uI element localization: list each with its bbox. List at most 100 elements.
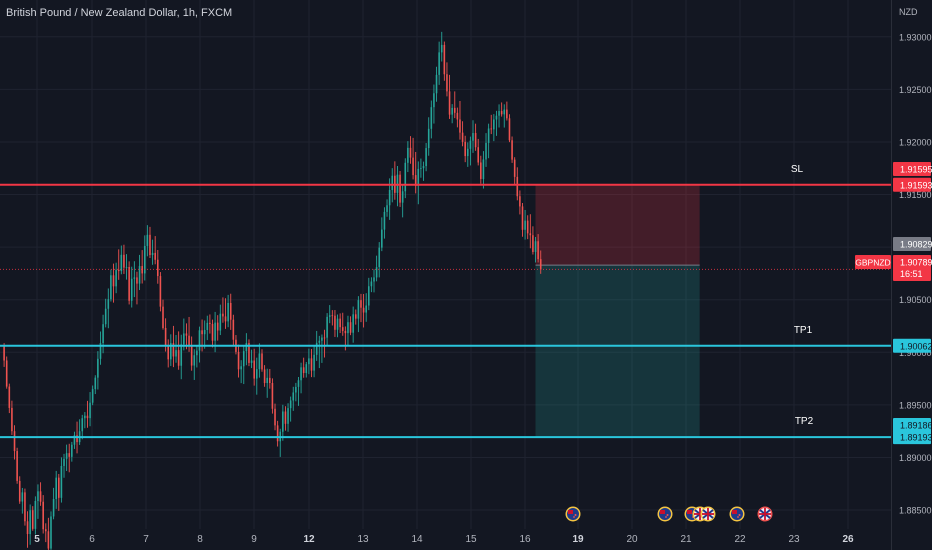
candle [162,299,164,330]
candle-body [237,351,240,370]
candle-body [274,408,276,426]
candle [133,261,136,298]
candle [427,117,430,156]
candle [271,378,274,414]
candle [263,365,266,387]
price-label-value: 1.90062 [900,341,932,351]
candle-body [214,322,216,341]
candle-body [125,267,128,268]
candle [292,386,295,411]
candle-body [276,425,279,442]
candle-body [310,358,313,371]
candle [425,143,427,172]
candle-body [159,276,162,307]
candle-body [295,386,297,393]
candle-body [76,435,78,443]
price-label-value: 1.91593 [900,180,932,190]
candle [459,100,461,140]
candle-body [128,267,130,301]
candle [373,269,375,293]
time-tick-label: 8 [197,534,203,545]
candle [242,346,245,385]
candle-body [490,128,493,130]
candle-body [21,492,24,502]
candle [500,102,503,117]
candle-body [188,335,190,346]
uk-flag-icon[interactable] [700,506,716,522]
event-markers[interactable] [565,506,773,522]
price-label: 1.91595 [893,162,932,176]
candle-body [203,330,206,335]
candle-body [269,377,271,384]
candle-body [521,206,524,230]
candle-body [326,316,328,338]
candle-body [375,267,378,278]
candle-body [349,322,352,333]
candle-body [318,340,321,343]
candle-body [386,205,388,212]
candle [24,488,26,526]
position-zone[interactable] [535,184,700,438]
candle [149,226,151,258]
candle [274,403,276,431]
time-tick-label: 13 [357,534,369,545]
candle-body [511,140,513,160]
candle [138,254,141,291]
candle [29,504,31,545]
candle-body [378,247,381,268]
candle [206,315,209,341]
candle [177,331,180,370]
candle [349,316,352,336]
candle [42,495,44,534]
candle-body [503,109,506,115]
stop-loss-zone[interactable] [535,184,700,266]
levels[interactable]: SL TP1 TP2 GBPNZD [0,164,891,439]
candle [240,360,242,384]
time-axis[interactable]: 5 6 7 8 9 12 13 14 15 16 19 20 21 22 23 26 [34,534,854,545]
candle-body [344,330,347,334]
candle-body [81,418,84,432]
candle-body [323,337,326,339]
candle [513,157,516,185]
candle-body [190,345,193,366]
candle-body [97,358,99,378]
candle [86,400,89,428]
candle-body [391,175,394,191]
candle-body [120,254,123,272]
candle [269,369,271,389]
candle-body [258,353,261,370]
candle [47,517,50,550]
time-tick-label: 9 [251,534,257,545]
candle [219,304,222,336]
candle [420,158,422,178]
candle [362,294,365,328]
candle [407,141,409,173]
nz-flag-icon[interactable] [565,506,581,522]
candle [422,161,425,181]
candle [128,261,130,305]
candle-body [39,491,42,502]
candle-body [435,74,438,94]
candle-body [84,415,86,419]
nz-flag-icon[interactable] [729,506,745,522]
candle-body [143,245,146,274]
candle-body [373,277,375,282]
take-profit-zone[interactable] [535,265,700,438]
candle [250,349,253,369]
price-axis[interactable]: NZD 1.930001.925001.920001.915001.910001… [893,7,932,516]
candle [11,400,13,435]
price-label-box [893,237,931,251]
candle [490,114,493,135]
candle [360,293,362,323]
candle-body [451,107,453,115]
candle-body [104,308,107,325]
candle-body [60,465,63,498]
nz-flag-icon[interactable] [657,506,673,522]
candle-body [425,148,427,167]
candle-body [37,491,39,501]
candle-body [388,190,391,206]
candle [227,294,229,328]
uk-flag-icon[interactable] [757,506,773,522]
candle-body [263,369,266,384]
